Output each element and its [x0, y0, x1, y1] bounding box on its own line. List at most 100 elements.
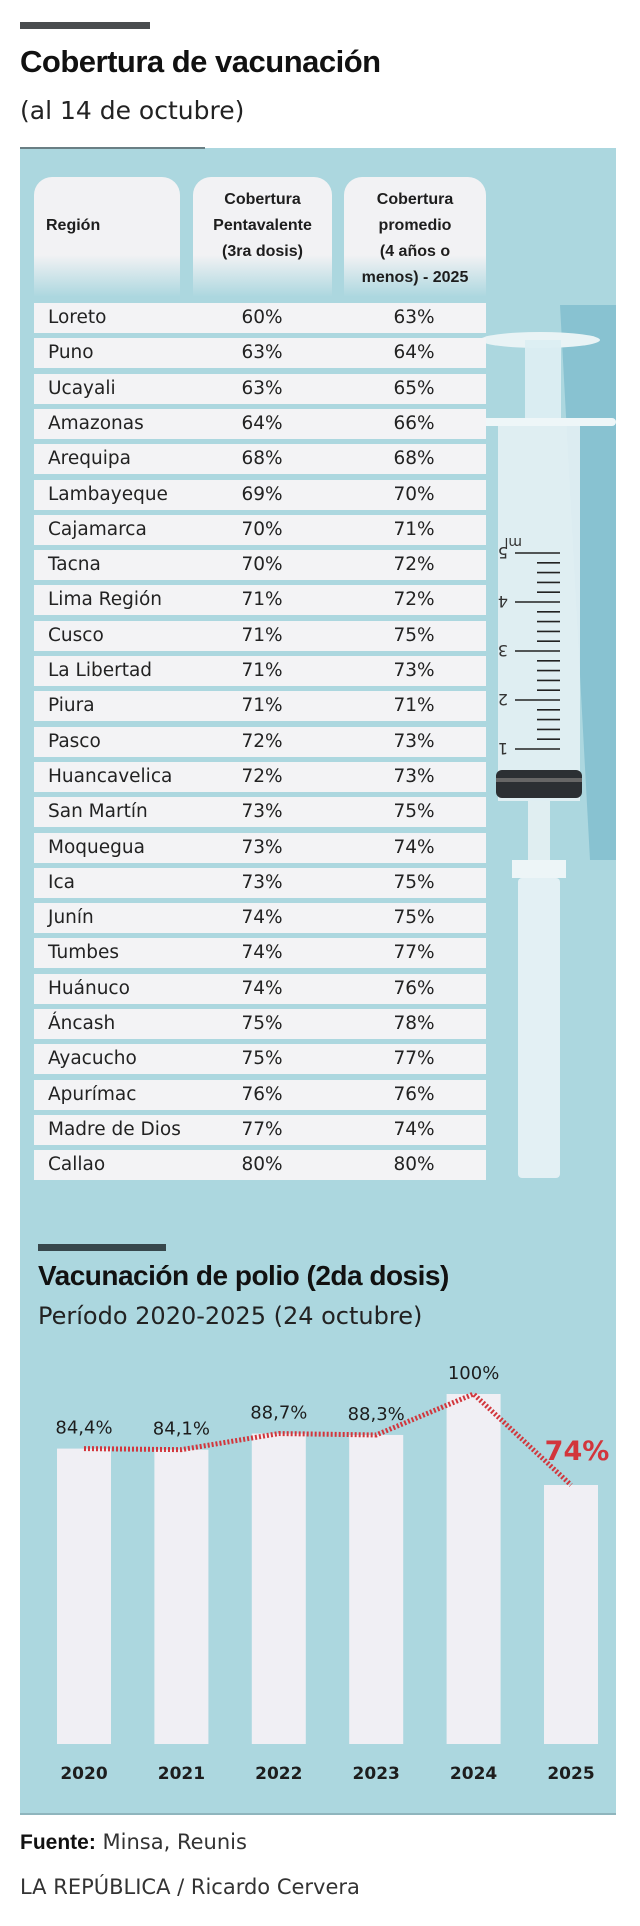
- table-row: Lambayeque 69% 70%: [34, 479, 486, 510]
- panel-accent-line: [20, 147, 205, 149]
- region-cell: Loreto: [48, 307, 107, 328]
- region-cell: Tacna: [48, 554, 101, 576]
- x-tick-label: 2024: [450, 1764, 497, 1784]
- pentavalente-cell: 73%: [241, 801, 283, 823]
- region-cell: Puno: [48, 342, 94, 364]
- polio-bar-chart: 2020 84,4% 2021 84,1% 2022 88,7% 2023 88,3% 2024…: [55, 1363, 609, 1784]
- promedio-cell: 71%: [393, 518, 435, 540]
- table-row: La Libertad 71% 73%: [34, 656, 486, 686]
- region-cell: Huánuco: [48, 977, 130, 999]
- data-label: 84,4%: [55, 1418, 112, 1439]
- table-row: Tacna 70% 72%: [34, 550, 486, 581]
- pentavalente-cell: 64%: [241, 412, 283, 434]
- promedio-cell: 70%: [393, 483, 435, 505]
- table-row: Callao 80% 80%: [34, 1150, 486, 1181]
- bar-2020: [57, 1448, 111, 1744]
- x-tick-label: 2021: [158, 1764, 205, 1784]
- syringe-scale-label: 5: [498, 543, 508, 562]
- region-cell: Madre de Dios: [48, 1118, 181, 1140]
- bar-2023: [349, 1434, 404, 1744]
- promedio-cell: 75%: [393, 907, 435, 929]
- syringe-icon: ml 5 4 3 2 1: [480, 305, 616, 1178]
- region-cell: Moquegua: [48, 836, 145, 858]
- region-cell: Ayacucho: [48, 1048, 137, 1070]
- table-row: Madre de Dios 77% 74%: [34, 1114, 486, 1145]
- promedio-cell: 68%: [393, 448, 435, 470]
- table-row: Tumbes 74% 77%: [34, 938, 486, 969]
- table-row: Ayacucho 75% 77%: [34, 1044, 486, 1075]
- page-subtitle: (al 14 de octubre): [20, 96, 245, 125]
- pentavalente-cell: 73%: [241, 836, 283, 858]
- page-title: Cobertura de vacunación: [20, 44, 381, 79]
- syringe-scale-label: 1: [498, 739, 508, 758]
- region-cell: Huancavelica: [48, 765, 173, 787]
- table-row: Lima Región 71% 72%: [34, 585, 486, 616]
- column-header-line: menos) - 2025: [361, 269, 469, 286]
- source-text: Minsa, Reunis: [102, 1830, 247, 1854]
- pentavalente-cell: 76%: [241, 1083, 283, 1105]
- promedio-cell: 63%: [393, 307, 435, 328]
- promedio-cell: 76%: [393, 977, 435, 999]
- x-tick-label: 2020: [60, 1764, 107, 1784]
- table-row: Apurímac 76% 76%: [34, 1079, 486, 1110]
- x-tick-label: 2025: [547, 1764, 594, 1784]
- syringe-scale-label: 2: [498, 690, 508, 709]
- table-row: Ica 73% 75%: [34, 867, 486, 898]
- pentavalente-cell: 70%: [241, 554, 283, 576]
- x-tick-label: 2023: [353, 1764, 400, 1784]
- table-row: Piura 71% 71%: [34, 691, 486, 722]
- chart-subtitle: Período 2020-2025 (24 octubre): [38, 1302, 423, 1330]
- table-row: Arequipa 68% 68%: [34, 444, 486, 475]
- column-header: Cobertura Pentavalente (3ra dosis): [193, 177, 332, 297]
- promedio-cell: 71%: [393, 695, 435, 717]
- region-cell: Áncash: [48, 1013, 116, 1034]
- promedio-cell: 72%: [393, 589, 435, 611]
- pentavalente-cell: 74%: [241, 907, 283, 929]
- bar-2024: [446, 1394, 501, 1744]
- chart-accent-bar: [38, 1244, 166, 1251]
- promedio-cell: 78%: [393, 1013, 435, 1034]
- region-cell: Cajamarca: [48, 518, 147, 540]
- promedio-cell: 72%: [393, 554, 435, 576]
- region-cell: Tumbes: [48, 942, 120, 964]
- region-cell: Ica: [48, 871, 75, 893]
- region-cell: Amazonas: [48, 412, 144, 434]
- table-row: Amazonas 64% 66%: [34, 408, 486, 439]
- pentavalente-cell: 75%: [241, 1013, 283, 1034]
- promedio-cell: 75%: [393, 624, 435, 646]
- pentavalente-cell: 77%: [241, 1118, 283, 1140]
- syringe-unit-label: ml: [504, 534, 522, 550]
- promedio-cell: 64%: [393, 342, 435, 364]
- promedio-cell: 75%: [393, 801, 435, 823]
- region-cell: Callao: [48, 1154, 106, 1176]
- pentavalente-cell: 73%: [241, 871, 283, 893]
- promedio-cell: 77%: [393, 1048, 435, 1070]
- pentavalente-cell: 68%: [241, 448, 283, 470]
- pentavalente-cell: 74%: [241, 942, 283, 964]
- promedio-cell: 75%: [393, 871, 435, 893]
- table-row: Junín 74% 75%: [34, 903, 486, 934]
- pentavalente-cell: 80%: [241, 1154, 283, 1176]
- pentavalente-cell: 71%: [241, 624, 283, 646]
- promedio-cell: 74%: [393, 1118, 435, 1140]
- pentavalente-cell: 72%: [241, 730, 283, 752]
- pentavalente-cell: 71%: [241, 695, 283, 717]
- promedio-cell: 65%: [393, 377, 435, 399]
- promedio-cell: 74%: [393, 836, 435, 858]
- source-label: Fuente:: [20, 1831, 96, 1854]
- data-label: 88,3%: [348, 1404, 405, 1425]
- table-row: Cusco 71% 75%: [34, 620, 486, 651]
- table-row: Puno 63% 64%: [34, 338, 486, 369]
- promedio-cell: 80%: [393, 1154, 435, 1176]
- table-row: San Martín 73% 75%: [34, 797, 486, 828]
- column-header: Cobertura promedio (4 años o menos) - 2025: [344, 177, 486, 297]
- region-cell: Cusco: [48, 624, 104, 646]
- region-cell: La Libertad: [48, 660, 153, 681]
- pentavalente-cell: 60%: [241, 307, 283, 328]
- region-cell: Lima Región: [48, 589, 163, 611]
- pentavalente-cell: 63%: [241, 377, 283, 399]
- pentavalente-cell: 74%: [241, 977, 283, 999]
- header-accent-bar: [20, 22, 150, 29]
- region-cell: Lambayeque: [48, 483, 168, 505]
- table-row: Huánuco 74% 76%: [34, 973, 486, 1004]
